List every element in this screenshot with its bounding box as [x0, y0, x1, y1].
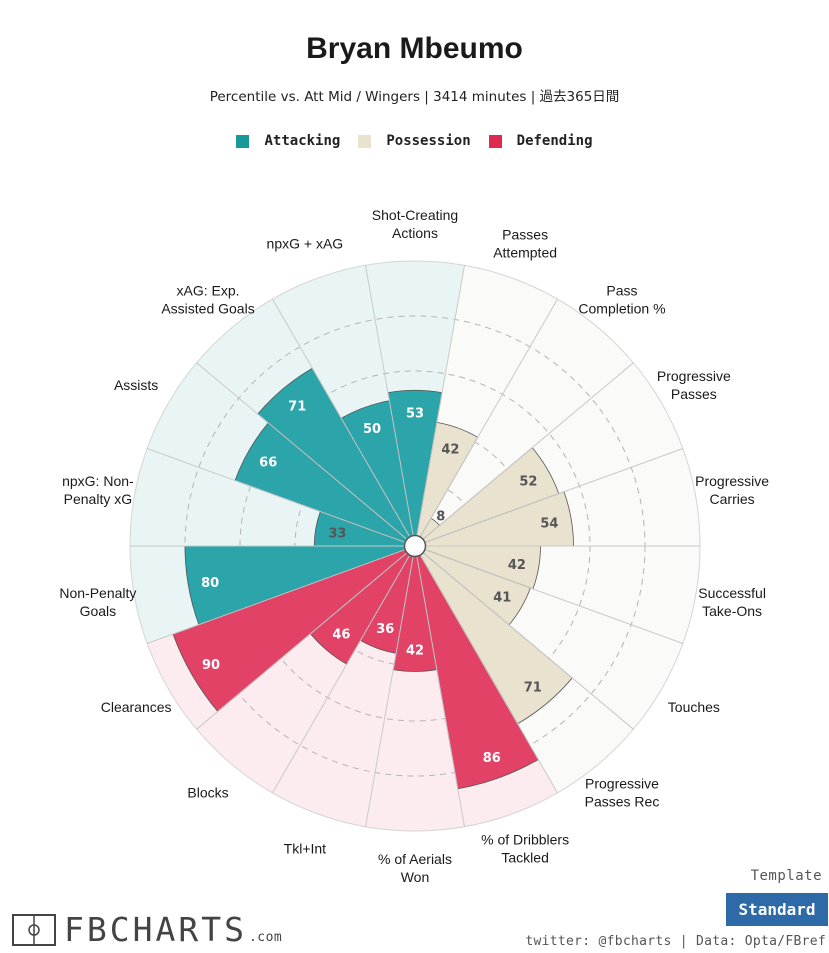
spoke-line	[272, 298, 411, 538]
axis-label-xag-exp-assisted-goals: xAG: Exp. Assisted Goals	[161, 282, 254, 316]
legend-swatch-attacking	[236, 134, 250, 148]
spoke-line	[419, 298, 558, 538]
axis-label-passes-attempted: Passes Attempted	[493, 226, 557, 260]
axis-label-touches: Touches	[668, 699, 720, 715]
spokes	[130, 265, 700, 827]
page-title: Bryan Mbeumo	[306, 32, 523, 65]
axis-label-of-aerials-won: % of Aerials Won	[378, 851, 452, 885]
bg-wedge-pass-completion	[420, 299, 634, 540]
value-label-npxg-xag: 50	[363, 422, 381, 437]
fbcharts-logo: FBCHARTS .com	[12, 908, 282, 948]
value-label-pass-completion: 8	[436, 509, 445, 524]
legend-swatch-defending	[488, 134, 502, 148]
template-label: Template	[750, 868, 822, 884]
axis-label-blocks: Blocks	[187, 785, 228, 801]
spoke-line	[365, 555, 414, 827]
axis-label-npxg-non-penalty-xg: npxG: Non-Penalty xG	[62, 473, 134, 507]
spoke-line	[365, 265, 414, 537]
axis-label-non-penalty-goals: Non-Penalty Goals	[59, 585, 136, 619]
value-label-touches: 41	[493, 590, 511, 605]
value-label-progressive-passes: 52	[519, 475, 537, 490]
legend-swatch-possession	[358, 134, 372, 148]
value-label-blocks: 46	[332, 628, 350, 643]
value-label-xag-exp-assisted-goals: 71	[288, 400, 306, 415]
logo-suffix: .com	[248, 930, 283, 945]
legend-item-possession: Possession	[358, 133, 471, 149]
spoke-line	[419, 554, 558, 794]
axis-label-successful-take-ons: Successful Take-Ons	[698, 585, 766, 619]
value-label-tkl-int: 36	[376, 622, 394, 637]
value-label-shot-creating-actions: 53	[406, 406, 424, 421]
spoke-line	[196, 362, 408, 540]
value-label-of-aerials-won: 42	[406, 644, 424, 659]
legend-item-defending: Defending	[488, 133, 593, 149]
value-label-progressive-passes-rec: 71	[524, 680, 542, 695]
axis-label-pass-completion: Pass Completion %	[578, 282, 665, 316]
value-label-progressive-carries: 54	[540, 516, 558, 531]
value-label-of-dribblers-tackled: 86	[483, 751, 501, 766]
page-subtitle: Percentile vs. Att Mid / Wingers | 3414 …	[209, 89, 620, 105]
axis-label-tkl-int: Tkl+Int	[284, 841, 327, 857]
axis-label-progressive-passes: Progressive Passes	[657, 368, 731, 402]
value-label-assists: 66	[259, 455, 277, 470]
spoke-line	[272, 554, 411, 794]
spoke-line	[422, 552, 634, 730]
logo-text: FBCHARTS	[64, 910, 247, 949]
spoke-line	[424, 448, 683, 544]
value-labels: 53 42 8 52 54 42 41 71 86 42 36 46 90 80 33 66 71 50	[201, 400, 558, 766]
center-hub	[403, 534, 427, 558]
spoke-line	[424, 548, 683, 644]
axis-label-clearances: Clearances	[101, 699, 172, 715]
legend-label-defending: Defending	[516, 133, 593, 149]
legend-label-attacking: Attacking	[264, 133, 341, 149]
spoke-line	[416, 265, 465, 537]
value-label-npxg-non-penalty-xg: 33	[328, 526, 346, 541]
chart-legend: Attacking Possession Defending	[0, 133, 829, 149]
spoke-line	[147, 448, 406, 544]
pitch-icon	[12, 914, 56, 946]
axis-label-shot-creating-actions: Shot-Creating Actions	[372, 207, 458, 241]
axis-label-progressive-carries: Progressive Carries	[695, 473, 769, 507]
axis-label-assists: Assists	[114, 377, 158, 393]
spoke-line	[147, 548, 406, 644]
axis-labels: Shot-Creating Actions Passes Attempted Pass C…	[59, 207, 769, 885]
value-label-clearances: 90	[202, 658, 220, 673]
legend-label-possession: Possession	[386, 133, 471, 149]
credit-text: twitter: @fbcharts | Data: Opta/FBref	[525, 934, 826, 949]
spoke-line	[416, 555, 465, 827]
value-label-successful-take-ons: 42	[508, 558, 526, 573]
bar-wedges	[172, 367, 574, 790]
spoke-line	[196, 552, 408, 730]
legend-item-attacking: Attacking	[236, 133, 340, 149]
bg-wedge-of-aerials-won	[365, 555, 465, 831]
axis-label-progressive-passes-rec: Progressive Passes Rec	[585, 776, 660, 810]
template-standard-button[interactable]: Standard	[726, 893, 828, 926]
spoke-line	[422, 362, 634, 540]
value-label-passes-attempted: 42	[441, 443, 459, 458]
axis-label-of-dribblers-tackled: % of Dribblers Tackled	[481, 832, 569, 866]
axis-label-npxg-xag: npxG + xAG	[267, 235, 344, 251]
value-label-non-penalty-goals: 80	[201, 576, 219, 591]
